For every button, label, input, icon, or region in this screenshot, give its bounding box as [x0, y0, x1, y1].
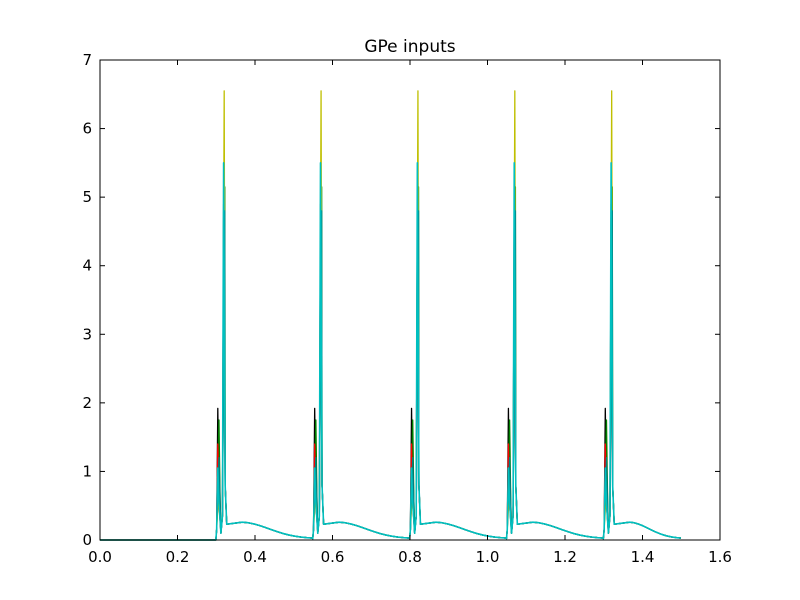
x-tick-label: 1.6 [708, 548, 732, 566]
x-axis: 0.0 0.2 0.4 0.6 0.8 1.0 1.2 1.4 1.6 [88, 60, 732, 566]
y-tick-label: 0 [82, 531, 92, 549]
series-line-6 [100, 162, 681, 541]
y-tick-label: 1 [82, 462, 92, 480]
x-tick-label: 0.2 [166, 548, 190, 566]
y-tick-label: 5 [82, 188, 92, 206]
x-tick-label: 0.4 [243, 548, 267, 566]
x-tick-label: 0.6 [321, 548, 345, 566]
x-tick-label: 1.0 [476, 548, 500, 566]
y-tick-label: 3 [82, 325, 92, 343]
series-layer [100, 90, 681, 541]
y-axis: 0 1 2 3 4 5 6 7 [82, 51, 720, 549]
x-tick-label: 0.8 [398, 548, 422, 566]
x-tick-label: 1.4 [631, 548, 655, 566]
plot-background [100, 60, 720, 540]
y-tick-label: 4 [82, 257, 92, 275]
y-tick-label: 7 [82, 51, 92, 69]
chart-title: GPe inputs [364, 37, 455, 57]
y-tick-label: 2 [82, 394, 92, 412]
x-tick-label: 1.2 [553, 548, 577, 566]
plot-area [99, 59, 721, 541]
y-tick-label: 6 [82, 120, 92, 138]
x-tick-label: 0.0 [88, 548, 112, 566]
